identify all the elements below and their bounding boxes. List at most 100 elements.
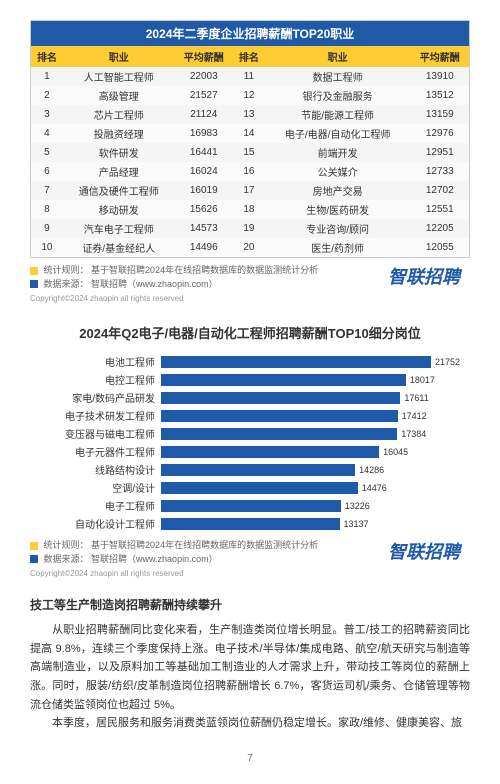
bar-row: 电池工程师 21752 bbox=[40, 354, 460, 369]
zhaopin-logo-2: 智联招聘 bbox=[388, 539, 460, 566]
table-cell: 5 bbox=[31, 143, 63, 162]
bar-fill bbox=[161, 482, 358, 494]
bar-fill bbox=[161, 428, 397, 440]
bar-fill bbox=[161, 464, 355, 476]
table-cell: 10 bbox=[31, 238, 63, 257]
page-number: 7 bbox=[30, 753, 470, 764]
bar-chart: 电池工程师 21752 电控工程师18017 家电/数码产品研发17611 电子技术研发… bbox=[40, 354, 460, 531]
table-row: 1人工智能工程师2200311数据工程师13910 bbox=[31, 67, 469, 86]
bar-row: 电子工程师13226 bbox=[40, 498, 460, 513]
table-cell: 13512 bbox=[410, 86, 469, 105]
source-data-label-2: 数据来源： bbox=[44, 554, 89, 564]
bar-track: 17384 bbox=[161, 428, 460, 440]
bar-value: 16045 bbox=[383, 447, 408, 457]
bar-fill bbox=[161, 356, 431, 368]
bar-label: 电池工程师 bbox=[40, 354, 161, 369]
table-cell: 14496 bbox=[175, 238, 233, 257]
table-cell: 9 bbox=[31, 219, 63, 238]
bar-row: 电子技术研发工程师 17412 bbox=[40, 408, 460, 423]
table-cell: 22003 bbox=[175, 67, 233, 86]
bar-value: 17412 bbox=[402, 411, 427, 421]
bar-label: 电子技术研发工程师 bbox=[40, 408, 161, 423]
source-data-text: 智联招聘（www.zhaopin.com） bbox=[91, 279, 218, 289]
zhaopin-logo: 智联招聘 bbox=[388, 264, 460, 291]
table-cell: 12 bbox=[233, 86, 265, 105]
table-cell: 汽车电子工程师 bbox=[63, 219, 175, 238]
table-cell: 12205 bbox=[410, 219, 469, 238]
bar-value: 21752 bbox=[435, 357, 460, 367]
table-cell: 12551 bbox=[410, 200, 469, 219]
table-cell: 1 bbox=[31, 67, 63, 86]
bar-value: 14476 bbox=[362, 483, 387, 493]
table-cell: 21527 bbox=[175, 86, 233, 105]
legend-square-2 bbox=[30, 280, 38, 288]
table-row: 4投融资经理1698314电子/电器/自动化工程师12976 bbox=[31, 124, 469, 143]
table-cell: 前端开发 bbox=[265, 143, 411, 162]
table-cell: 房地产交易 bbox=[265, 181, 411, 200]
table-cell: 20 bbox=[233, 238, 265, 257]
bar-row: 电子元器件工程师16045 bbox=[40, 444, 460, 459]
table-cell: 19 bbox=[233, 219, 265, 238]
paragraph-2: 本季度，居民服务和服务消费类蓝领岗位薪酬仍稳定增长。家政/维修、健康美容、旅 bbox=[30, 714, 470, 733]
table-cell: 13159 bbox=[410, 105, 469, 124]
table-header: 职业 bbox=[265, 46, 411, 67]
table-cell: 7 bbox=[31, 181, 63, 200]
bar-value: 17384 bbox=[401, 429, 426, 439]
table-cell: 医生/药剂师 bbox=[265, 238, 411, 257]
copyright-text: Copyright©2024 zhaopin all rights reserv… bbox=[30, 293, 470, 305]
bar-row: 自动化设计工程师13137 bbox=[40, 516, 460, 531]
bar-value: 17611 bbox=[404, 393, 428, 403]
bar-fill bbox=[161, 446, 379, 458]
table-cell: 12976 bbox=[410, 124, 469, 143]
table-cell: 专业咨询/顾问 bbox=[265, 219, 411, 238]
bar-label: 线路结构设计 bbox=[40, 462, 161, 477]
bar-value: 13226 bbox=[345, 501, 370, 511]
table-cell: 21124 bbox=[175, 105, 233, 124]
table-cell: 节能/能源工程师 bbox=[265, 105, 411, 124]
table-row: 10证券/基金经纪人1449620医生/药剂师12055 bbox=[31, 238, 469, 257]
table-cell: 11 bbox=[233, 67, 265, 86]
table-row: 3芯片工程师2112413节能/能源工程师13159 bbox=[31, 105, 469, 124]
table-cell: 12951 bbox=[410, 143, 469, 162]
table-cell: 人工智能工程师 bbox=[63, 67, 175, 86]
table-cell: 14573 bbox=[175, 219, 233, 238]
table-cell: 数据工程师 bbox=[265, 67, 411, 86]
source-data-text-2: 智联招聘（www.zhaopin.com） bbox=[91, 554, 218, 564]
source-block: 统计规则： 基于智联招聘2024年在线招聘数据库的数据监测统计分析 数据来源： … bbox=[30, 264, 470, 305]
chart-title: 2024年Q2电子/电器/自动化工程师招聘薪酬TOP10细分岗位 bbox=[30, 323, 470, 342]
bar-fill bbox=[161, 392, 400, 404]
bar-row: 家电/数码产品研发17611 bbox=[40, 390, 460, 405]
section-title: 技工等生产制造岗招聘薪酬持续攀升 bbox=[30, 596, 470, 613]
bar-row: 变压器与磁电工程师17384 bbox=[40, 426, 460, 441]
table-row: 7通信及硬件工程师1601917房地产交易12702 bbox=[31, 181, 469, 200]
table-row: 6产品经理1602416公关媒介12733 bbox=[31, 162, 469, 181]
paragraph-1: 从职业招聘薪酬同比变化来看，生产制造类岗位增长明显。普工/技工的招聘薪资同比提高… bbox=[30, 621, 470, 714]
table-header: 排名 bbox=[233, 46, 265, 67]
table-cell: 6 bbox=[31, 162, 63, 181]
table-cell: 16441 bbox=[175, 143, 233, 162]
legend-square-3 bbox=[30, 542, 38, 550]
bar-row: 线路结构设计 14286 bbox=[40, 462, 460, 477]
table-cell: 13910 bbox=[410, 67, 469, 86]
table-row: 9汽车电子工程师1457319专业咨询/顾问12205 bbox=[31, 219, 469, 238]
table-cell: 软件研发 bbox=[63, 143, 175, 162]
bar-value: 14286 bbox=[359, 465, 384, 475]
table-cell: 2 bbox=[31, 86, 63, 105]
table-cell: 15 bbox=[233, 143, 265, 162]
table-header: 平均薪酬 bbox=[175, 46, 233, 67]
source-stat-text: 基于智联招聘2024年在线招聘数据库的数据监测统计分析 bbox=[91, 265, 318, 275]
table-cell: 17 bbox=[233, 181, 265, 200]
table-cell: 12733 bbox=[410, 162, 469, 181]
bar-track: 13137 bbox=[161, 518, 460, 530]
table-cell: 3 bbox=[31, 105, 63, 124]
table-cell: 16024 bbox=[175, 162, 233, 181]
table-cell: 产品经理 bbox=[63, 162, 175, 181]
table-cell: 生物/医药研发 bbox=[265, 200, 411, 219]
bar-row: 电控工程师18017 bbox=[40, 372, 460, 387]
bar-track: 21752 bbox=[161, 356, 460, 368]
bar-fill bbox=[161, 500, 341, 512]
top20-table: 2024年二季度企业招聘薪酬TOP20职业 排名职业平均薪酬排名职业平均薪酬 1… bbox=[30, 20, 470, 258]
table-cell: 银行及金融服务 bbox=[265, 86, 411, 105]
source-block-2: 统计规则： 基于智联招聘2024年在线招聘数据库的数据监测统计分析 数据来源： … bbox=[30, 539, 470, 580]
table-cell: 18 bbox=[233, 200, 265, 219]
